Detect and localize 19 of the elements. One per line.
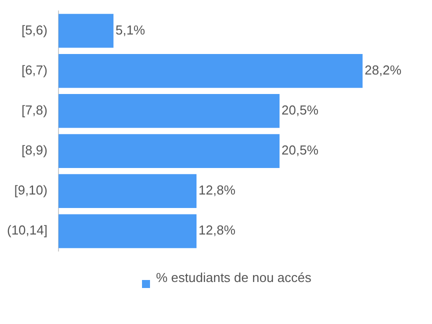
y-tick-label: [8,9) [21,142,48,158]
data-label: 5,1% [115,22,146,38]
y-tick-label: [7,8) [21,102,48,118]
bar [58,14,114,48]
y-tick-label: [6,7) [21,62,48,78]
y-tick-label: [5,6) [21,22,48,38]
bar [58,94,280,128]
bar [58,174,197,208]
data-label: 20,5% [282,102,319,118]
bar [58,214,197,248]
data-label: 20,5% [282,142,319,158]
data-label: 12,8% [198,222,236,238]
data-label: 12,8% [198,182,236,198]
legend-label: % estudiants de nou accés [156,270,312,285]
y-tick-label: (10,14] [6,222,48,238]
bar [58,134,280,168]
bar [58,54,363,88]
y-tick-label: [9,10) [14,182,48,198]
data-label: 28,2% [364,62,402,78]
